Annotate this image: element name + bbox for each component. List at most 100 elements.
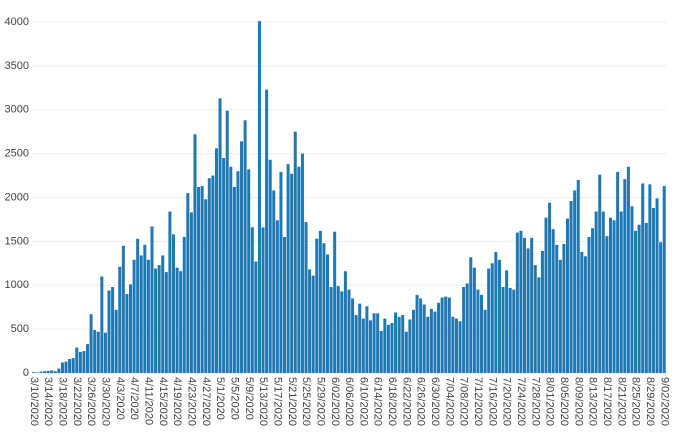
bar: [594, 211, 598, 373]
bar: [82, 351, 86, 373]
bar: [290, 173, 294, 373]
bar: [419, 298, 423, 373]
bar: [300, 153, 304, 373]
bar: [336, 286, 340, 373]
bar: [608, 217, 612, 373]
bar: [505, 270, 509, 373]
x-tick-label: 5/5/2020: [228, 377, 240, 420]
bar: [401, 315, 405, 373]
bar: [587, 236, 591, 373]
bar: [68, 358, 72, 373]
bar: [71, 358, 75, 373]
bar: [376, 313, 380, 373]
bar: [96, 331, 100, 373]
bar: [57, 368, 61, 373]
bar: [32, 372, 36, 373]
x-tick-label: 5/13/2020: [257, 377, 269, 426]
bar: [164, 272, 168, 373]
x-tick-label: 6/22/2020: [400, 377, 412, 426]
bar: [128, 284, 133, 373]
bar: [308, 269, 312, 373]
bar: [569, 201, 573, 373]
bar: [623, 179, 627, 373]
x-tick-label: 6/30/2020: [429, 377, 441, 426]
bar: [189, 212, 193, 373]
x-tick-label: 5/25/2020: [300, 377, 312, 426]
bar: [272, 190, 276, 373]
bar: [171, 234, 175, 373]
x-tick-label: 3/14/2020: [42, 377, 54, 426]
x-tick-label: 3/18/2020: [57, 377, 69, 426]
bar: [318, 230, 322, 373]
bar: [411, 309, 415, 373]
x-tick-label: 3/22/2020: [71, 377, 83, 426]
bar: [60, 362, 64, 373]
bar: [293, 131, 297, 373]
bar: [394, 312, 398, 373]
x-tick-label: 5/21/2020: [286, 377, 298, 426]
bar: [343, 271, 347, 373]
bar: [297, 166, 301, 373]
y-tick-label: 4000: [5, 16, 29, 28]
bar: [121, 245, 125, 373]
x-tick-label: 5/1/2020: [214, 377, 226, 420]
bar: [440, 297, 444, 373]
bar: [53, 371, 57, 373]
bar: [598, 174, 602, 373]
bar: [247, 169, 251, 373]
bar: [612, 220, 616, 373]
bar: [222, 158, 226, 373]
x-tick-label: 9/02/2020: [658, 377, 670, 426]
bar: [591, 228, 595, 373]
bar: [644, 222, 648, 373]
x-tick-label: 4/3/2020: [114, 377, 126, 420]
bar: [476, 289, 480, 373]
bar: [218, 98, 222, 373]
bar: [415, 294, 419, 373]
x-tick-label: 8/05/2020: [558, 377, 570, 426]
y-tick-label: 3500: [5, 60, 29, 72]
bar: [111, 287, 115, 373]
bar: [555, 244, 559, 373]
y-tick-label: 0: [23, 367, 29, 379]
bar: [86, 344, 90, 373]
bar: [662, 186, 666, 373]
x-tick-label: 7/16/2020: [486, 377, 498, 426]
bar: [39, 371, 43, 373]
x-tick-label: 4/27/2020: [200, 377, 212, 426]
bar: [214, 148, 218, 373]
bar: [490, 263, 494, 373]
bar: [465, 283, 469, 373]
x-tick-label: 5/29/2020: [314, 377, 326, 426]
bar: [494, 251, 498, 373]
bar: [143, 244, 147, 373]
bar: [200, 186, 204, 373]
bar: [444, 296, 448, 373]
bar: [279, 172, 283, 373]
bar: [107, 290, 111, 373]
bar: [311, 275, 315, 373]
x-tick-label: 7/20/2020: [501, 377, 513, 426]
bar: [340, 291, 344, 373]
bar: [523, 237, 527, 373]
bar: [368, 320, 372, 373]
bar: [146, 259, 150, 373]
bar: [93, 330, 97, 373]
x-tick-label: 7/12/2020: [472, 377, 484, 426]
x-tick-label: 7/24/2020: [515, 377, 527, 426]
bar: [565, 218, 570, 373]
bar: [397, 316, 401, 373]
bar: [580, 251, 584, 373]
x-tick-label: 7/08/2020: [458, 377, 470, 426]
bar: [136, 238, 140, 373]
bar: [250, 227, 254, 373]
bar: [497, 259, 501, 373]
bar: [75, 347, 79, 373]
bar: [487, 268, 491, 373]
bar: [354, 315, 358, 373]
x-tick-label: 8/21/2020: [615, 377, 627, 426]
bar: [161, 255, 165, 373]
x-tick-label: 6/02/2020: [329, 377, 341, 426]
bar: [659, 242, 663, 373]
bar: [383, 318, 387, 373]
